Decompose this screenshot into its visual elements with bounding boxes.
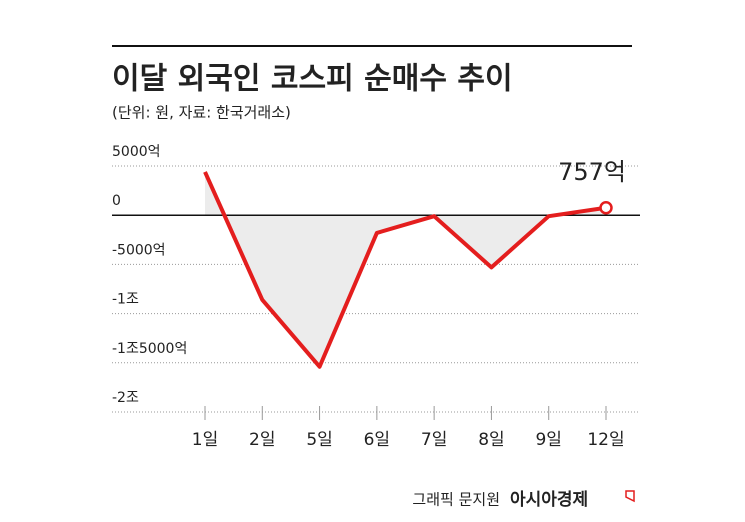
x-tick-label: 12일 [587,430,624,450]
x-tick-label: 2일 [249,430,275,450]
credit: 그래픽 문지원 [412,491,500,509]
x-tick-label: 1일 [192,430,218,450]
x-tick-label: 6일 [364,430,390,450]
publisher: 아시아경제 [510,490,588,510]
publisher-logo [625,490,635,503]
line [203,171,607,369]
y-tick-label: -5000억 [112,242,166,258]
y-tick-label: 0 [112,193,121,209]
chart-title: 이달 외국인 코스피 순매수 추이 [112,62,513,97]
y-tick-label: -1조5000억 [112,341,187,357]
y-tick-label: -1조 [112,292,139,308]
value-label: 757억 [558,158,626,186]
y-tick-label: 5000억 [112,144,161,160]
x-tick-label: 9일 [535,430,561,450]
x-tick-label: 5일 [306,430,332,450]
x-tick-label: 7일 [421,430,447,450]
point [599,201,613,215]
x-tick-label: 8일 [478,430,504,450]
area [205,171,606,367]
chart-subtitle: (단위: 원, 자료: 한국거래소) [112,104,291,122]
y-tick-label: -2조 [112,390,139,406]
